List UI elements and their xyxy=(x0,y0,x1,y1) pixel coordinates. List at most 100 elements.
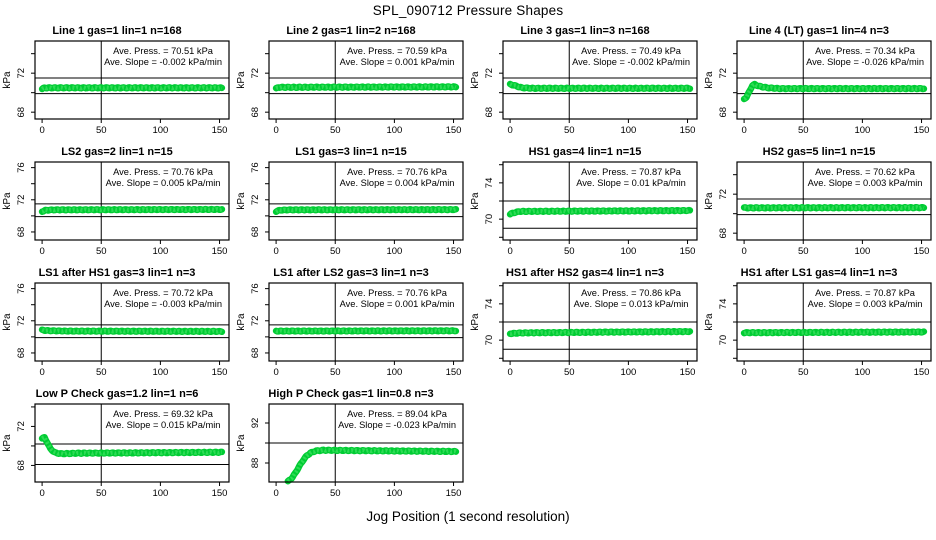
x-tick-label: 50 xyxy=(330,246,341,257)
ave-slope-annotation: Ave. Slope = 0.01 kPa/min xyxy=(576,178,686,188)
pressure-series-texture xyxy=(743,205,925,211)
pressure-series-texture xyxy=(274,207,457,214)
chart-cell: HS1 after HS2 gas=4 lin=1 n=3 70 74 kPa 0 50 1… xyxy=(468,264,702,385)
plot-box xyxy=(34,282,230,362)
x-tick-label: 0 xyxy=(741,246,746,257)
plot-box xyxy=(34,40,230,120)
x-tick-label: 150 xyxy=(680,367,696,378)
x-tick-label: 150 xyxy=(212,125,228,136)
y-tick-label: 70 xyxy=(484,335,495,346)
pressure-series-texture xyxy=(40,434,222,456)
x-tick-label: 50 xyxy=(798,246,809,257)
plot-box xyxy=(268,40,464,120)
y-axis-unit-label: kPa xyxy=(236,434,247,452)
ave-slope-annotation: Ave. Slope = 0.015 kPa/min xyxy=(106,420,221,430)
x-tick-label: 100 xyxy=(854,246,870,257)
x-tick-label: 0 xyxy=(39,246,44,257)
ave-slope-annotation: Ave. Slope = 0.004 kPa/min xyxy=(340,178,455,188)
ave-slope-annotation: Ave. Slope = -0.002 kPa/min xyxy=(572,57,690,67)
chart-title: HS1 gas=4 lin=1 n=15 xyxy=(528,146,642,158)
y-axis-unit-label: kPa xyxy=(2,192,13,210)
ave-slope-annotation: Ave. Slope = 0.013 kPa/min xyxy=(574,299,689,309)
y-axis-unit-label: kPa xyxy=(704,71,715,89)
x-tick-label: 100 xyxy=(854,367,870,378)
ave-slope-annotation: Ave. Slope = 0.005 kPa/min xyxy=(106,178,221,188)
chart-cell: Line 2 gas=1 lin=2 n=168 68 72 kPa 0 50 100 150… xyxy=(234,22,468,143)
plot-box xyxy=(34,161,230,241)
pressure-series-texture xyxy=(275,84,457,90)
chart-cell: HS2 gas=5 lin=1 n=15 68 72 kPa 0 50 100 150 Ave.… xyxy=(702,143,936,264)
y-tick-label: 68 xyxy=(484,107,495,118)
y-axis-unit-label: kPa xyxy=(2,434,13,452)
ave-press-annotation: Ave. Press. = 70.87 kPa xyxy=(581,167,682,177)
pressure-series-texture xyxy=(743,81,925,101)
ave-slope-annotation: Ave. Slope = -0.002 kPa/min xyxy=(104,57,222,67)
chart-title: High P Check gas=1 lin=0.8 n=3 xyxy=(268,388,434,400)
x-tick-label: 100 xyxy=(152,246,168,257)
x-tick-label: 50 xyxy=(330,488,341,499)
y-tick-label: 68 xyxy=(16,227,27,238)
y-tick-label: 70 xyxy=(718,335,729,346)
y-tick-label: 72 xyxy=(718,68,729,79)
ave-press-annotation: Ave. Press. = 89.04 kPa xyxy=(347,409,448,419)
x-tick-label: 100 xyxy=(386,125,402,136)
y-tick-label: 72 xyxy=(16,195,27,206)
y-axis-unit-label: kPa xyxy=(2,71,13,89)
chart-title: LS1 gas=3 lin=1 n=15 xyxy=(295,146,407,158)
y-tick-label: 76 xyxy=(250,162,261,173)
x-tick-label: 0 xyxy=(39,488,44,499)
y-tick-label: 76 xyxy=(250,283,261,294)
x-tick-label: 50 xyxy=(330,367,341,378)
ave-slope-annotation: Ave. Slope = 0.001 kPa/min xyxy=(340,299,455,309)
y-tick-label: 68 xyxy=(718,107,729,118)
y-axis-unit-label: kPa xyxy=(470,192,481,210)
y-tick-label: 68 xyxy=(250,227,261,238)
pressure-series-texture xyxy=(275,328,457,334)
chart-title: Line 2 gas=1 lin=2 n=168 xyxy=(286,25,416,37)
plot-box xyxy=(268,161,464,241)
chart-cell: Line 3 gas=1 lin=3 n=168 68 72 kPa 0 50 100 150… xyxy=(468,22,702,143)
y-tick-label: 68 xyxy=(250,348,261,359)
x-tick-label: 150 xyxy=(212,488,228,499)
chart-title: Line 3 gas=1 lin=3 n=168 xyxy=(520,25,650,37)
y-tick-label: 92 xyxy=(250,418,261,429)
plot-box xyxy=(736,161,932,241)
y-tick-label: 72 xyxy=(16,421,27,432)
chart-title: LS2 gas=2 lin=1 n=15 xyxy=(61,146,173,158)
x-tick-label: 0 xyxy=(507,125,512,136)
y-tick-label: 76 xyxy=(16,162,27,173)
chart-cell: LS1 after HS1 gas=3 lin=1 n=3 68 72 76 kPa 0 5… xyxy=(0,264,234,385)
chart-cell: LS1 after LS2 gas=3 lin=1 n=3 68 72 76 kPa 0 5… xyxy=(234,264,468,385)
chart-plot: 68 72 76 kPa 0 50 100 150 Ave. Press. = 70.76 kP… xyxy=(236,161,464,257)
chart-title: Low P Check gas=1.2 lin=1 n=6 xyxy=(35,388,199,400)
y-tick-label: 68 xyxy=(718,228,729,239)
x-tick-label: 50 xyxy=(564,125,575,136)
y-tick-label: 72 xyxy=(250,316,261,327)
ave-slope-annotation: Ave. Slope = -0.026 kPa/min xyxy=(806,57,924,67)
x-tick-label: 50 xyxy=(564,246,575,257)
y-axis-unit-label: kPa xyxy=(2,313,13,331)
y-tick-label: 72 xyxy=(484,68,495,79)
ave-press-annotation: Ave. Press. = 70.76 kPa xyxy=(113,167,214,177)
chart-plot: 68 72 76 kPa 0 50 100 150 Ave. Press. = 70.72 kP… xyxy=(2,282,230,378)
ave-press-annotation: Ave. Press. = 70.76 kPa xyxy=(347,288,448,298)
chart-title: LS1 after LS2 gas=3 lin=1 n=3 xyxy=(273,267,429,279)
x-tick-label: 100 xyxy=(854,125,870,136)
y-tick-label: 72 xyxy=(250,195,261,206)
x-tick-label: 50 xyxy=(96,367,107,378)
x-tick-label: 150 xyxy=(446,246,462,257)
chart-title: Line 1 gas=1 lin=1 n=168 xyxy=(52,25,182,37)
x-tick-label: 100 xyxy=(152,125,168,136)
y-axis-unit-label: kPa xyxy=(236,192,247,210)
chart-title: HS2 gas=5 lin=1 n=15 xyxy=(762,146,876,158)
ave-press-annotation: Ave. Press. = 70.86 kPa xyxy=(581,288,682,298)
ave-slope-annotation: Ave. Slope = 0.001 kPa/min xyxy=(340,57,455,67)
x-tick-label: 150 xyxy=(212,367,228,378)
x-tick-label: 50 xyxy=(798,125,809,136)
